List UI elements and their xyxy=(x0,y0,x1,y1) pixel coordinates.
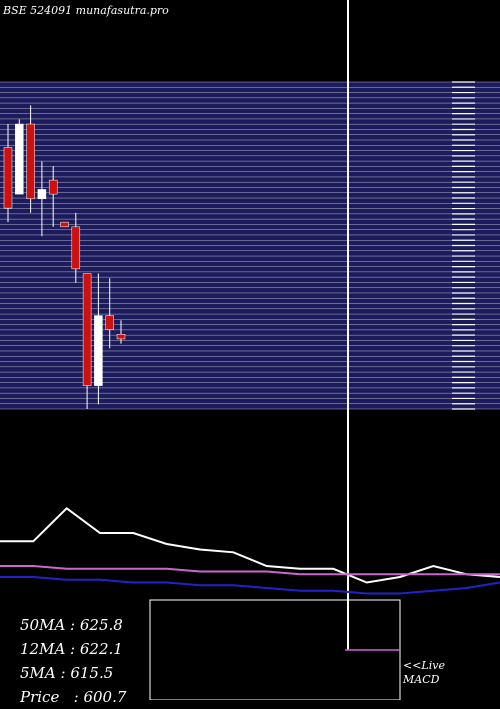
chart-title: BSE 524091 munafasutra.pro xyxy=(3,4,169,17)
candle-body xyxy=(71,226,81,270)
live-label: <<Live xyxy=(403,659,445,672)
candlesticks xyxy=(3,105,126,409)
ma12-value: 12MA : 622.1 xyxy=(20,640,123,658)
stats-panel: 50MA : 625.8 12MA : 622.1 5MA : 615.5 Pr… xyxy=(20,613,126,709)
candle-body xyxy=(94,315,103,386)
candle-body xyxy=(37,189,47,200)
candle-body xyxy=(82,273,92,386)
price-axis-ticks xyxy=(452,81,475,410)
candle-body xyxy=(15,123,24,195)
macd-label: MACD xyxy=(403,673,440,686)
ma-line-white xyxy=(0,506,500,584)
moving-average-lines xyxy=(0,506,500,595)
candle-body xyxy=(3,147,13,209)
candle-body xyxy=(116,334,126,340)
candle-body xyxy=(60,221,69,228)
ma50-value: 50MA : 625.8 xyxy=(20,616,123,634)
ma5-value: 5MA : 615.5 xyxy=(20,664,114,682)
ma-line-magenta xyxy=(0,565,500,576)
candle-body xyxy=(105,315,114,330)
candle-body xyxy=(48,179,58,195)
ma-line-blue xyxy=(0,576,500,595)
live-macd-link[interactable]: <<Live MACD xyxy=(403,659,445,687)
price-value: Price : 600.7 xyxy=(20,688,127,706)
candle-body xyxy=(26,123,35,200)
